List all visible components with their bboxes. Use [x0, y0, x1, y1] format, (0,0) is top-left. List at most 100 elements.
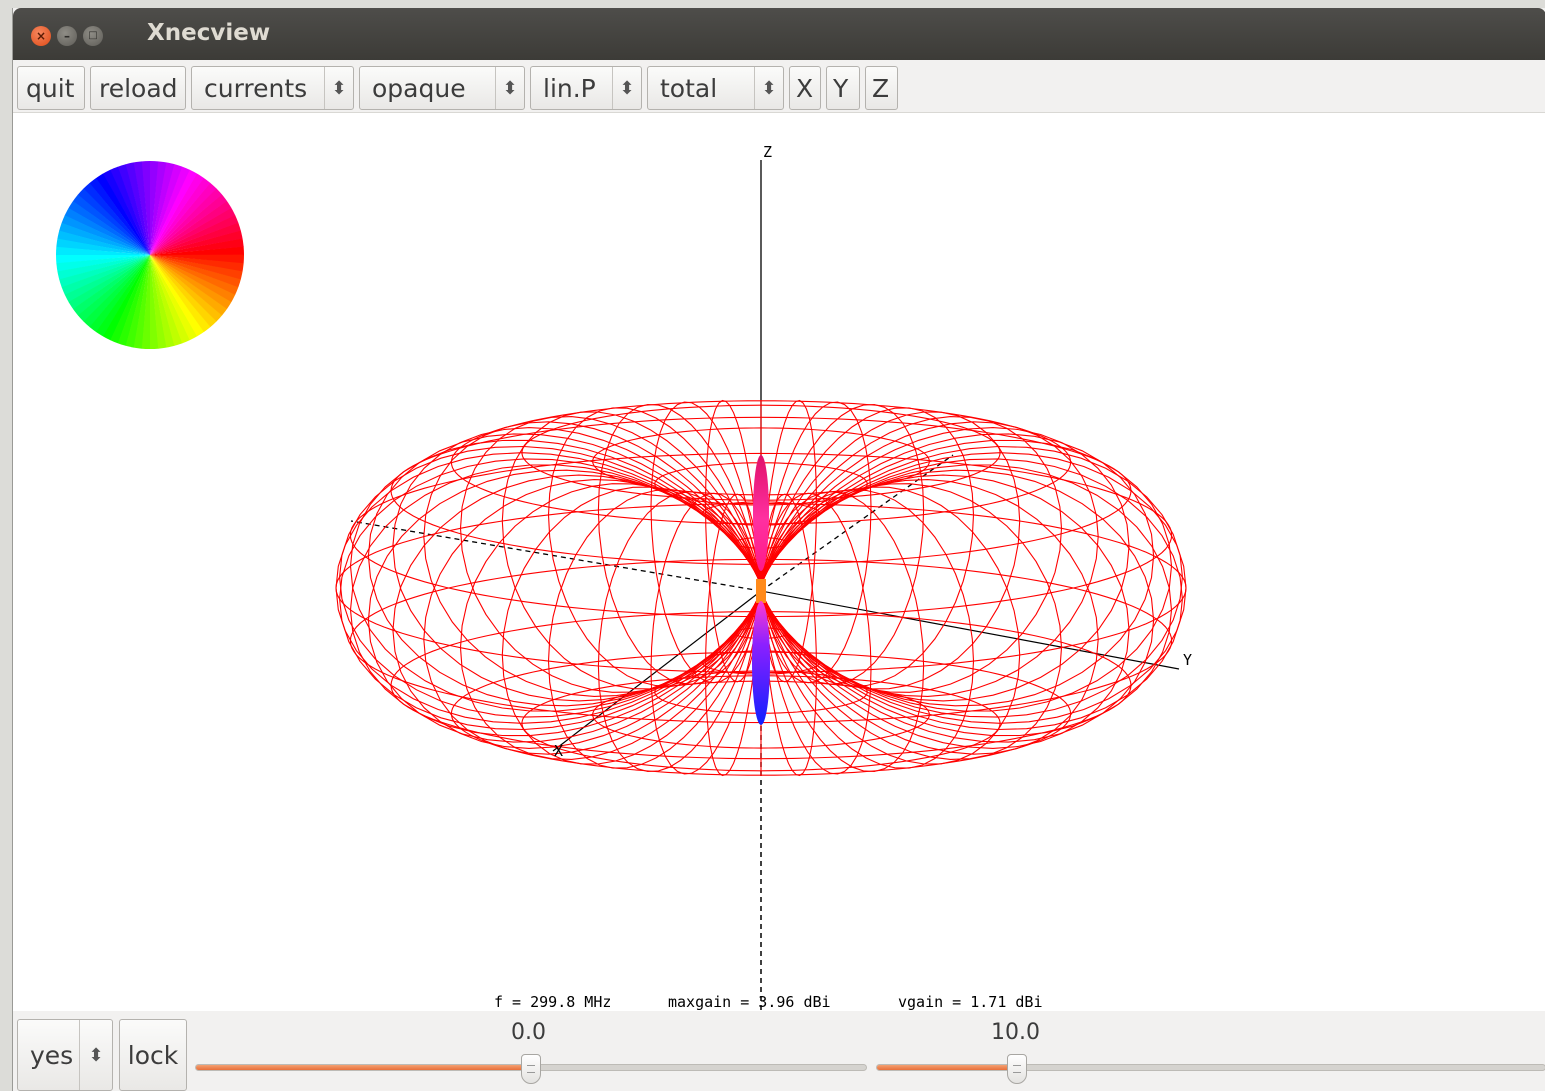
color-wheel-wedge: [56, 238, 150, 255]
color-wheel-wedge: [81, 181, 150, 255]
color-wheel-wedge: [57, 222, 150, 255]
slider-2-value: 10.0: [991, 1020, 1040, 1045]
color-wheel-wedge: [150, 255, 241, 296]
quit-button[interactable]: quit: [17, 66, 85, 110]
dipole-feed-point: [756, 579, 766, 603]
view-z-button[interactable]: Z: [865, 66, 898, 110]
pattern-longitude-line: [760, 427, 1130, 702]
color-wheel-wedge: [116, 162, 150, 255]
color-wheel-wedge: [150, 255, 199, 343]
surface-mode-spinner[interactable]: opaque ⬍: [359, 66, 525, 110]
color-wheel-wedge: [150, 206, 238, 255]
color-wheel-wedge: [59, 255, 151, 296]
color-wheel-wedge: [71, 255, 150, 318]
reload-button[interactable]: reload: [90, 66, 186, 110]
slider-2-fill: [877, 1065, 1018, 1070]
color-wheel-wedge: [150, 199, 234, 255]
color-wheel-wedge: [150, 255, 224, 323]
x-axis-negative-line: [760, 454, 954, 592]
color-wheel-wedge: [125, 255, 150, 349]
color-wheel-wedge: [150, 255, 219, 329]
color-wheel-wedge: [150, 161, 175, 255]
radiation-pattern-plot[interactable]: Z Y X f = 299.8 MHz maxgain = 3.96 dBi v…: [13, 113, 1545, 1013]
phase-color-wheel: [56, 161, 244, 349]
view-y-button[interactable]: Y: [826, 66, 860, 110]
color-wheel-wedge: [57, 255, 151, 289]
toggle-value: yes: [30, 1040, 74, 1070]
pattern-longitude-line: [597, 403, 762, 685]
xnecview-window: × – □ Xnecview quit reload currents ⬍ op…: [12, 8, 1545, 1091]
color-wheel-wedge: [150, 255, 184, 348]
vgain-readout: vgain = 1.71 dBi: [898, 993, 1043, 1011]
lock-button[interactable]: lock: [119, 1019, 187, 1091]
color-wheel-wedge: [150, 192, 229, 255]
spinner-arrows-icon[interactable]: ⬍: [495, 67, 524, 109]
gain-pattern-mesh: [335, 399, 1187, 777]
gain-type-spinner[interactable]: total ⬍: [647, 66, 784, 110]
color-wheel-wedge: [109, 255, 150, 346]
surface-mode-value: opaque: [372, 73, 466, 103]
color-wheel-wedge: [150, 255, 213, 334]
color-wheel-wedge: [149, 161, 159, 255]
color-wheel-wedge: [71, 193, 150, 255]
spinner-arrows-icon[interactable]: ⬍: [324, 67, 353, 109]
quit-label: quit: [26, 73, 75, 103]
pattern-longitude-line: [392, 427, 762, 702]
pattern-longitude-line: [760, 416, 1063, 693]
color-wheel-wedge: [150, 255, 238, 303]
pattern-longitude-line: [423, 421, 762, 697]
spinner-arrows-icon[interactable]: ⬍: [754, 67, 783, 109]
display-mode-spinner[interactable]: currents ⬍: [191, 66, 354, 110]
slider-1-fill: [196, 1065, 531, 1070]
color-wheel-wedge: [87, 176, 150, 255]
color-wheel-wedge: [102, 255, 150, 343]
title-bar[interactable]: × – □ Xnecview: [13, 8, 1545, 60]
color-wheel-wedge: [62, 255, 150, 304]
polarization-spinner[interactable]: lin.P ⬍: [530, 66, 642, 110]
reload-label: reload: [99, 73, 178, 103]
dipole-upper-segment: [753, 455, 769, 571]
color-wheel-wedge: [150, 255, 176, 349]
z-axis-label: Z: [763, 143, 772, 161]
toggle-spinner[interactable]: yes ⬍: [17, 1019, 113, 1091]
color-wheel-wedge: [150, 255, 191, 346]
toolbar: quit reload currents ⬍ opaque ⬍ lin.P ⬍ …: [13, 60, 1545, 113]
pattern-longitude-line: [501, 411, 762, 690]
color-wheel-wedge: [117, 255, 150, 348]
color-wheel-wedge: [150, 255, 244, 280]
pattern-longitude-line: [459, 416, 762, 693]
slider-1-value: 0.0: [511, 1020, 546, 1045]
pattern-longitude-line: [760, 403, 925, 685]
view-x-button[interactable]: X: [789, 66, 821, 110]
y-axis-negative-line: [350, 520, 762, 592]
pattern-longitude-line: [760, 452, 1187, 724]
maximize-icon[interactable]: □: [83, 26, 103, 46]
pattern-longitude-line: [760, 411, 1021, 690]
color-wheel-wedge: [94, 255, 150, 339]
slider-2-thumb[interactable]: [1006, 1054, 1027, 1084]
color-wheel-wedge: [141, 255, 151, 349]
color-wheel-wedge: [76, 255, 150, 324]
x-axis-label: X: [554, 742, 563, 760]
color-wheel-wedge: [150, 167, 198, 255]
pattern-longitude-line: [760, 421, 1099, 697]
maxgain-readout: maxgain = 3.96 dBi: [668, 993, 831, 1011]
slider-1-thumb[interactable]: [521, 1054, 541, 1084]
color-wheel-wedge: [150, 221, 243, 255]
slider-2-track[interactable]: [876, 1064, 1545, 1071]
color-wheel-wedge: [150, 254, 244, 264]
close-icon[interactable]: ×: [31, 26, 51, 46]
spinner-arrows-icon[interactable]: ⬍: [612, 67, 641, 109]
plot-canvas[interactable]: Z Y X f = 299.8 MHz maxgain = 3.96 dBi v…: [13, 113, 1545, 1013]
color-wheel-wedge: [82, 255, 150, 329]
color-wheel-wedge: [150, 214, 241, 255]
color-wheel-wedge: [150, 229, 244, 255]
color-wheel-wedge: [101, 167, 150, 255]
spinner-arrows-icon[interactable]: ⬍: [79, 1020, 112, 1090]
minimize-icon[interactable]: –: [57, 26, 77, 46]
frequency-readout: f = 299.8 MHz: [494, 993, 611, 1011]
bottom-bar: yes ⬍ lock 0.0 10.0: [13, 1011, 1545, 1091]
color-wheel-wedge: [66, 255, 150, 311]
color-wheel-wedge: [56, 255, 150, 281]
color-wheel-wedge: [150, 255, 244, 272]
